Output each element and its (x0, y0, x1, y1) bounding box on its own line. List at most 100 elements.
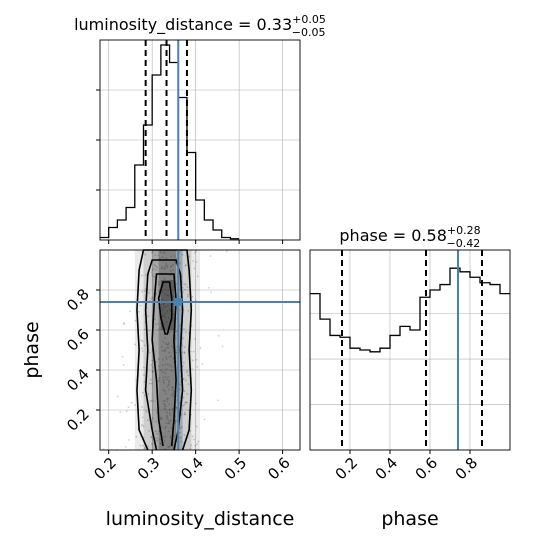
scatter-point (191, 295, 194, 298)
scatter-point (171, 269, 174, 272)
scatter-point (159, 303, 162, 306)
scatter-point (129, 310, 132, 313)
scatter-point (153, 263, 156, 266)
lum-xtick-label-3: 0.5 (221, 454, 251, 484)
scatter-point (163, 402, 166, 405)
scatter-point (164, 376, 167, 378)
scatter-point (168, 379, 170, 382)
scatter-point (179, 427, 181, 430)
scatter-point (180, 440, 182, 443)
scatter-point (162, 302, 165, 305)
scatter-point (167, 316, 170, 319)
phase-ytick-label-1: 0.4 (63, 365, 93, 395)
scatter-point (163, 251, 166, 254)
scatter-point (138, 310, 140, 313)
scatter-point (170, 265, 173, 268)
scatter-point (141, 406, 143, 408)
scatter-point (192, 350, 195, 353)
scatter-point (172, 263, 175, 266)
phase-xtick-label-2: 0.6 (412, 454, 442, 484)
scatter-point (172, 395, 175, 397)
scatter-point (151, 274, 154, 277)
scatter-point (147, 315, 150, 318)
scatter-point (183, 283, 186, 285)
scatter-point (182, 404, 185, 407)
scatter-point (178, 388, 181, 391)
scatter-point (122, 364, 125, 366)
scatter-point (151, 417, 154, 420)
scatter-point (148, 291, 150, 294)
scatter-point (149, 400, 152, 403)
scatter-point (165, 368, 168, 371)
scatter-point (151, 296, 154, 299)
scatter-point (185, 379, 187, 382)
x-axis-label-phase: phase (381, 508, 438, 530)
scatter-point (216, 399, 219, 402)
scatter-point (163, 381, 165, 384)
scatter-point (144, 253, 147, 256)
scatter-point (207, 287, 210, 289)
scatter-point (181, 351, 184, 354)
scatter-point (142, 425, 145, 428)
y-axis-label-phase: phase (21, 321, 43, 378)
scatter-point (173, 435, 176, 437)
scatter-point (190, 444, 193, 447)
scatter-point (141, 347, 143, 350)
scatter-point (139, 304, 142, 307)
scatter-point (154, 265, 157, 268)
scatter-point (166, 385, 169, 388)
scatter-point (162, 376, 164, 379)
phase-hist-line (310, 267, 510, 353)
scatter-point (185, 401, 188, 404)
scatter-point (164, 392, 167, 395)
scatter-point (179, 431, 181, 434)
scatter-point (186, 393, 189, 395)
scatter-point (167, 346, 170, 349)
scatter-point (157, 283, 160, 286)
scatter-point (164, 265, 167, 268)
scatter-point (179, 262, 182, 265)
scatter-point (194, 299, 197, 302)
scatter-point (151, 442, 153, 445)
scatter-point (164, 425, 167, 428)
scatter-point (167, 422, 170, 425)
scatter-point (163, 390, 166, 392)
scatter-point (159, 251, 162, 254)
scatter-point (169, 437, 172, 440)
scatter-point (156, 439, 158, 442)
scatter-point (168, 388, 170, 391)
scatter-point (135, 435, 138, 438)
scatter-point (182, 378, 185, 381)
scatter-point (165, 411, 168, 414)
scatter-point (167, 445, 170, 448)
scatter-point (174, 262, 177, 264)
scatter-point (184, 401, 187, 404)
scatter-point (151, 371, 154, 373)
scatter-point (168, 342, 170, 344)
scatter-point (119, 411, 122, 414)
scatter-point (166, 264, 169, 267)
scatter-point (141, 274, 143, 277)
scatter-point (127, 406, 130, 409)
scatter-point (143, 394, 146, 397)
scatter-point (179, 308, 181, 311)
scatter-point (162, 358, 164, 361)
scatter-point (134, 404, 137, 406)
scatter-point (130, 401, 133, 404)
scatter-point (144, 290, 147, 293)
scatter-point (151, 366, 154, 369)
scatter-point (195, 402, 197, 405)
scatter-point (161, 299, 164, 301)
scatter-point (158, 257, 161, 260)
scatter-point (164, 337, 166, 339)
scatter-point (171, 386, 174, 388)
scatter-point (217, 334, 220, 337)
scatter-point (169, 435, 172, 438)
scatter-point (168, 412, 171, 414)
scatter-point (155, 266, 158, 269)
scatter-point (175, 407, 178, 410)
scatter-point (150, 399, 153, 402)
scatter-point (167, 294, 170, 297)
joint-density-band-1 (143, 250, 192, 450)
scatter-point (199, 346, 202, 349)
